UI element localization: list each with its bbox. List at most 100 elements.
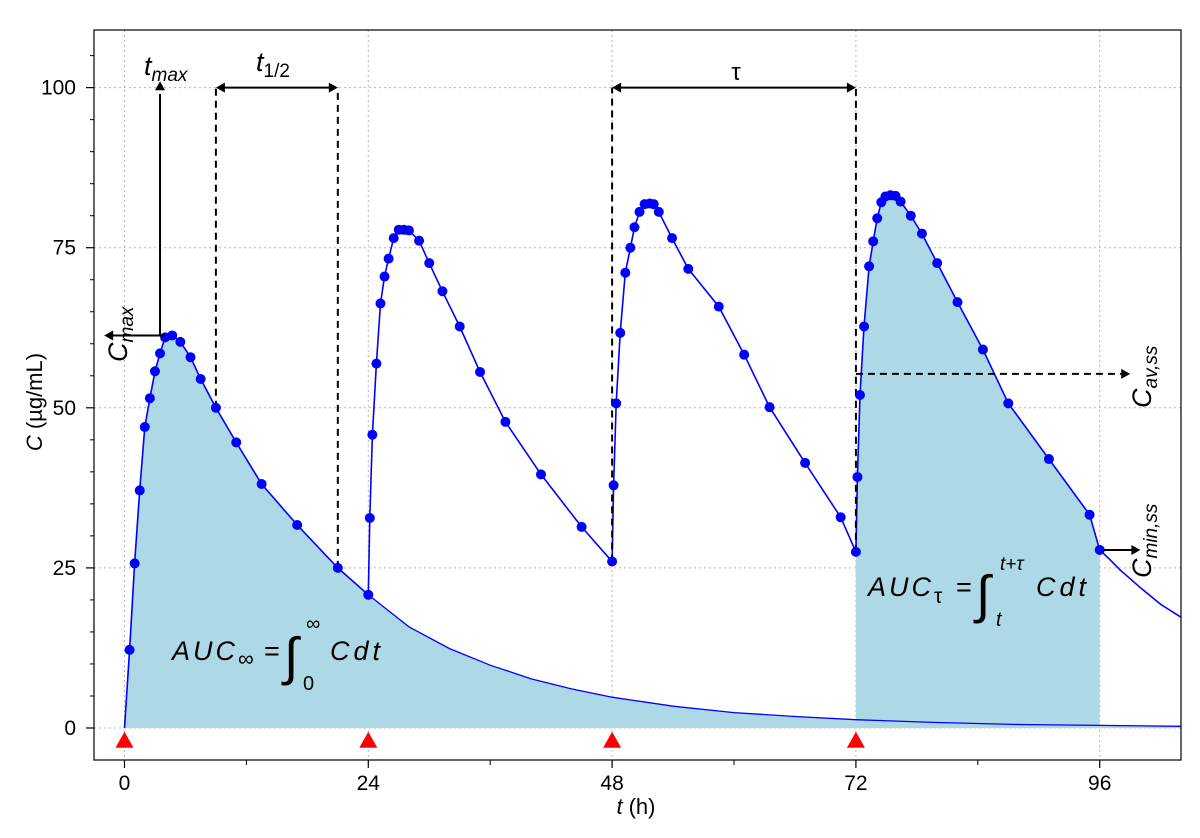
data-point — [363, 589, 374, 600]
data-point — [859, 321, 870, 332]
x-tick-label: 96 — [1088, 772, 1111, 795]
data-point — [124, 644, 135, 655]
x-axis-title: t (h) — [616, 794, 655, 819]
data-point — [139, 422, 150, 433]
dose-marker — [846, 731, 865, 748]
data-point — [332, 562, 343, 573]
data-point — [615, 327, 626, 338]
data-point — [500, 416, 511, 427]
data-point — [535, 469, 546, 480]
data-point — [379, 271, 390, 282]
data-point — [835, 512, 846, 523]
data-point — [1003, 398, 1014, 409]
data-point — [195, 373, 206, 384]
auc-tau-area — [855, 195, 1100, 728]
data-point — [648, 199, 659, 210]
svg-text:t+τ: t+τ — [1000, 554, 1025, 575]
c-min-ss-label: Cmin,ss — [1127, 503, 1162, 578]
c-max-label: Cmax — [103, 305, 138, 362]
t-max-label: tmax — [144, 51, 189, 86]
data-point — [424, 258, 435, 269]
data-point — [620, 267, 631, 278]
svg-text:=: = — [264, 636, 280, 666]
y-tick-label: 100 — [41, 77, 76, 100]
auc-infinity-formula: AUC∞ = ∫ ∞ 0 Cdt — [170, 613, 384, 695]
svg-text:AUC∞: AUC∞ — [170, 636, 257, 671]
plot-frame — [93, 29, 1182, 761]
x-tick-label: 0 — [119, 772, 131, 795]
svg-text:Cdt: Cdt — [330, 636, 384, 666]
data-point — [1084, 509, 1095, 520]
data-point — [653, 206, 664, 217]
data-point — [1043, 454, 1054, 465]
data-point — [231, 437, 242, 448]
axis-ticks: 0 24 48 72 96 0 25 50 75 100 — [41, 55, 1111, 795]
t-half-arrow-head-left — [215, 82, 225, 93]
dose-marker — [603, 731, 622, 748]
data-point — [129, 558, 140, 569]
svg-text:∫: ∫ — [973, 566, 993, 624]
svg-text:∞: ∞ — [306, 613, 320, 635]
svg-text:0: 0 — [303, 673, 314, 695]
annotation-arrows — [104, 81, 1141, 555]
data-point — [764, 402, 775, 413]
data-point — [403, 225, 414, 236]
data-point — [364, 512, 375, 523]
data-point — [713, 301, 724, 312]
c-min-ss-arrow-head — [1131, 544, 1141, 555]
x-tick-label: 72 — [844, 772, 867, 795]
y-tick-label: 25 — [53, 557, 76, 580]
data-point — [868, 236, 879, 247]
dose-marker — [115, 731, 134, 748]
data-point — [683, 263, 694, 274]
data-point — [437, 286, 448, 297]
data-point — [977, 344, 988, 355]
single-dose-tail-curve — [367, 594, 1182, 727]
data-point — [149, 366, 160, 377]
auc-fill-areas — [124, 195, 1181, 728]
data-point — [611, 398, 622, 409]
data-point — [175, 336, 186, 347]
data-point — [292, 519, 303, 530]
t-half-arrow-head-right — [328, 82, 338, 93]
tau-arrow-head-left — [612, 82, 622, 93]
data-point — [625, 242, 636, 253]
svg-text:=: = — [956, 572, 972, 602]
multi-dose-curve — [123, 194, 1182, 729]
data-point — [850, 546, 861, 557]
data-point — [167, 330, 178, 341]
y-tick-label: 0 — [64, 717, 76, 740]
data-point — [144, 393, 155, 404]
concentration-curves — [123, 194, 1182, 729]
data-point — [454, 321, 465, 332]
data-point — [916, 228, 927, 239]
data-point — [952, 297, 963, 308]
c-max-arrow-head — [104, 330, 114, 341]
data-point — [905, 210, 916, 221]
data-point — [134, 485, 145, 496]
y-axis-title: C(µg/mL) — [22, 353, 47, 451]
data-point — [367, 429, 378, 440]
data-point — [854, 390, 865, 400]
data-point — [388, 233, 399, 244]
svg-text:Cdt: Cdt — [1036, 572, 1090, 602]
data-point — [414, 235, 425, 246]
tau-arrow-head-right — [846, 82, 856, 93]
data-point — [667, 233, 678, 244]
data-point — [256, 479, 267, 490]
c-av-ss-label: Cav,ss — [1127, 345, 1162, 408]
data-point — [608, 480, 619, 491]
data-point — [576, 521, 587, 532]
dose-marker — [359, 731, 378, 748]
data-point — [1094, 544, 1105, 555]
y-tick-label: 75 — [53, 237, 76, 260]
t-half-label: t1/2 — [256, 47, 290, 82]
svg-text:AUCτ: AUCτ — [866, 572, 945, 608]
c-av-ss-arrow-head — [1121, 368, 1131, 379]
data-point — [383, 253, 394, 264]
x-tick-label: 24 — [357, 772, 381, 795]
data-point — [932, 258, 943, 269]
data-point — [155, 348, 166, 359]
svg-text:t: t — [996, 609, 1003, 631]
